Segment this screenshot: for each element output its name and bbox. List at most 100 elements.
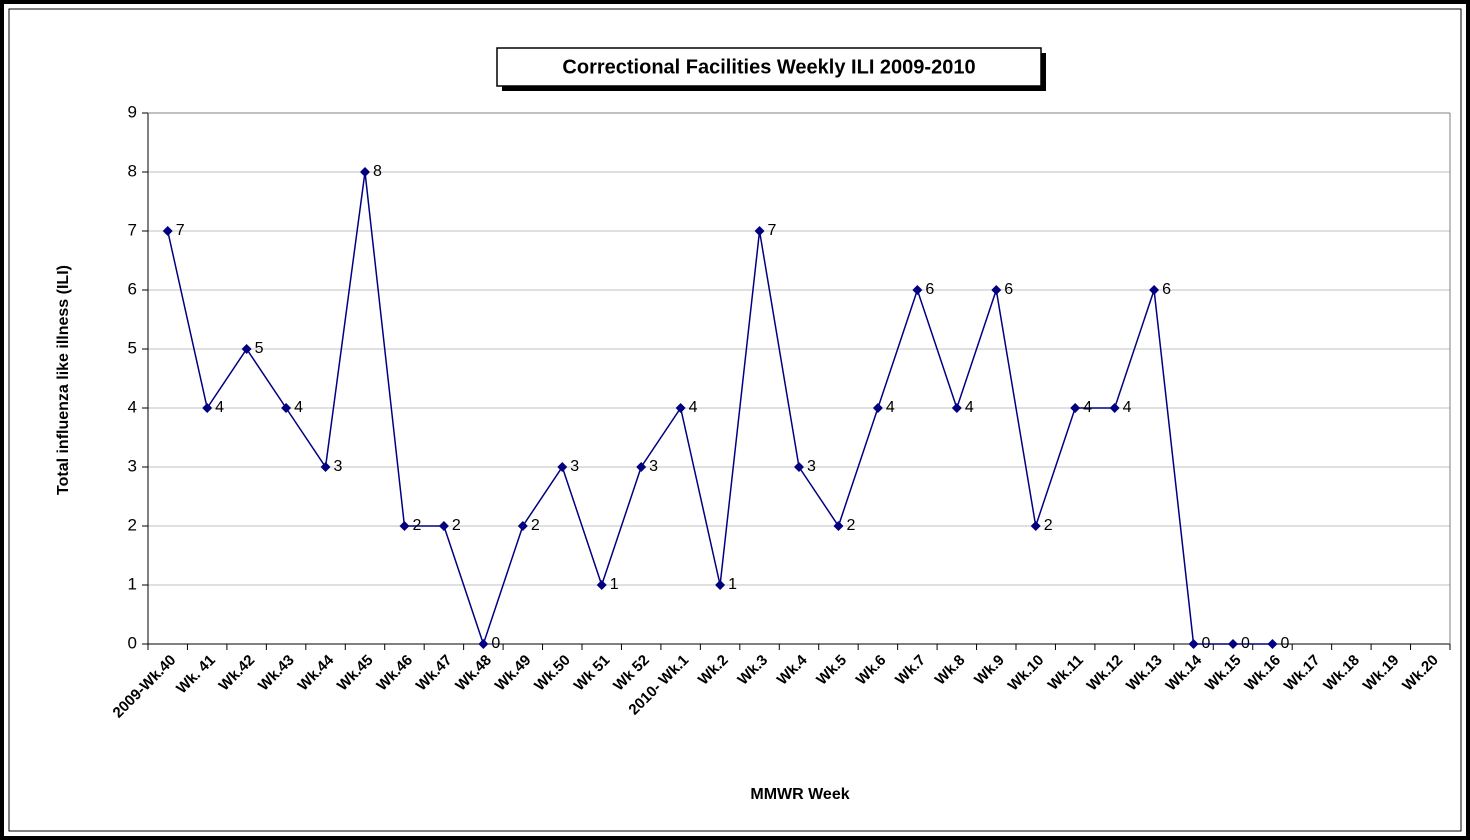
x-tick-label: Wk.7 xyxy=(892,652,929,689)
y-tick-label: 6 xyxy=(128,279,137,298)
x-tick-label: Wk.19 xyxy=(1360,652,1403,695)
marker xyxy=(202,403,213,413)
data-label: 4 xyxy=(1123,399,1132,416)
x-tick-label: Wk.16 xyxy=(1241,652,1284,695)
y-tick-label: 8 xyxy=(128,161,137,180)
marker xyxy=(557,462,568,472)
y-tick-label: 2 xyxy=(128,515,137,534)
x-tick-label: Wk. 41 xyxy=(173,652,219,698)
data-label: 0 xyxy=(491,635,500,652)
data-label: 4 xyxy=(886,399,895,416)
data-label: 1 xyxy=(728,576,737,593)
marker xyxy=(517,521,528,531)
x-tick-label: Wk.50 xyxy=(531,652,574,695)
data-label: 5 xyxy=(255,340,264,357)
inner-frame xyxy=(8,8,1462,832)
data-label: 3 xyxy=(807,458,816,475)
x-tick-label: Wk.20 xyxy=(1399,652,1442,695)
x-tick-label: Wk.5 xyxy=(813,652,850,689)
data-label: 3 xyxy=(334,458,343,475)
x-tick-label: Wk.2 xyxy=(695,652,732,689)
y-tick-label: 9 xyxy=(128,102,137,121)
marker xyxy=(912,285,923,295)
x-tick-label: Wk.47 xyxy=(413,652,456,695)
x-tick-label: Wk.4 xyxy=(774,651,811,688)
x-tick-label: Wk.9 xyxy=(971,652,1008,689)
x-tick-label: Wk.3 xyxy=(734,652,771,689)
data-label: 0 xyxy=(1280,635,1289,652)
x-tick-label: Wk.12 xyxy=(1084,652,1127,695)
x-tick-label: Wk.42 xyxy=(216,652,259,695)
y-tick-label: 3 xyxy=(128,456,137,475)
marker xyxy=(1109,403,1120,413)
marker xyxy=(360,167,370,177)
title-box xyxy=(496,47,1042,87)
x-tick-label: Wk.14 xyxy=(1162,651,1205,694)
x-tick-label: Wk.15 xyxy=(1202,652,1245,695)
marker xyxy=(833,521,844,531)
data-label: 4 xyxy=(294,399,303,416)
marker xyxy=(241,344,252,354)
y-axis-label: Total influenza like illness (ILI) xyxy=(55,265,72,495)
data-label: 8 xyxy=(373,163,382,180)
y-tick-label: 1 xyxy=(128,574,137,593)
marker xyxy=(1228,639,1238,649)
x-tick-label: Wk 51 xyxy=(571,652,614,695)
x-tick-label: Wk.18 xyxy=(1320,652,1363,695)
x-tick-label: Wk.11 xyxy=(1045,652,1087,694)
x-tick-label: Wk.17 xyxy=(1281,652,1324,695)
marker xyxy=(438,521,449,531)
x-tick-label: Wk.45 xyxy=(334,652,377,695)
x-tick-label: Wk.10 xyxy=(1005,652,1048,695)
y-tick-label: 0 xyxy=(128,633,137,652)
data-label: 4 xyxy=(689,399,698,416)
marker xyxy=(162,226,173,236)
data-label: 7 xyxy=(176,222,185,239)
marker xyxy=(1070,403,1081,413)
x-tick-label: Wk.43 xyxy=(255,652,298,695)
data-label: 2 xyxy=(1044,517,1053,534)
marker xyxy=(320,462,331,472)
data-label: 0 xyxy=(1241,635,1250,652)
data-label: 4 xyxy=(1083,399,1092,416)
x-tick-label: Wk.48 xyxy=(452,652,495,695)
data-label: 4 xyxy=(215,399,224,416)
marker xyxy=(872,403,883,413)
data-label: 3 xyxy=(570,458,579,475)
marker xyxy=(1188,639,1199,649)
x-tick-label: Wk.49 xyxy=(492,652,535,695)
marker xyxy=(675,403,686,413)
marker xyxy=(754,226,765,236)
marker xyxy=(715,580,726,590)
x-tick-label: Wk.46 xyxy=(373,652,416,695)
x-axis-label: MMWR Week xyxy=(750,786,849,803)
data-label: 6 xyxy=(1004,281,1013,298)
data-label: 2 xyxy=(412,517,421,534)
marker xyxy=(1267,639,1278,649)
data-label: 2 xyxy=(846,517,855,534)
data-label: 3 xyxy=(649,458,658,475)
chart-title: Correctional Facilities Weekly ILI 2009-… xyxy=(562,56,975,78)
marker xyxy=(951,403,962,413)
x-tick-label: Wk.13 xyxy=(1123,652,1166,695)
marker xyxy=(478,639,489,649)
data-label: 6 xyxy=(1162,281,1171,298)
data-label: 1 xyxy=(610,576,619,593)
y-tick-label: 5 xyxy=(128,338,137,357)
data-label: 2 xyxy=(531,517,540,534)
x-tick-label: Wk.44 xyxy=(294,651,337,694)
y-tick-label: 7 xyxy=(128,220,137,239)
data-label: 0 xyxy=(1202,635,1211,652)
x-tick-label: Wk.8 xyxy=(932,652,969,689)
x-tick-label: 2009-Wk.40 xyxy=(110,652,180,722)
marker xyxy=(281,403,292,413)
marker xyxy=(1030,521,1041,531)
marker xyxy=(596,580,607,590)
marker xyxy=(1149,285,1160,295)
data-label: 2 xyxy=(452,517,461,534)
marker xyxy=(636,462,647,472)
marker xyxy=(794,462,804,472)
